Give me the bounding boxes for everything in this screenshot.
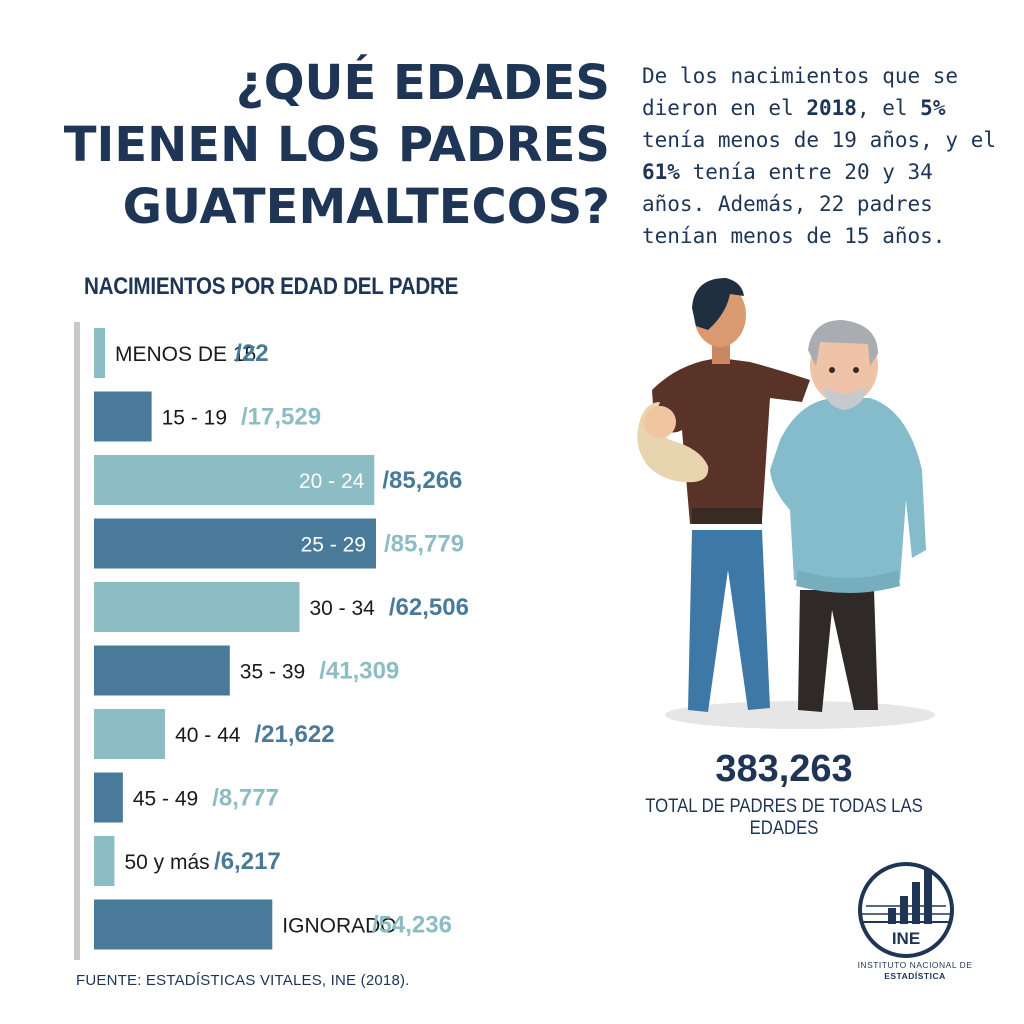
chart-title: NACIMIENTOS POR EDAD DEL PADRE <box>84 273 459 300</box>
bar-2 <box>94 391 152 442</box>
logo-line-2: ESTADÍSTICA <box>884 971 946 981</box>
bar-value-label: /62,506 <box>389 594 469 621</box>
chart-axis <box>74 322 80 960</box>
bar-category-label: 35 - 39 <box>240 661 305 684</box>
bar-value-label: /41,309 <box>319 658 399 685</box>
bar-category-label: 40 - 44 <box>175 724 241 747</box>
bar-value-label: /85,266 <box>382 467 462 494</box>
logo-subtitle: INSTITUTO NACIONAL DE ESTADÍSTICA <box>820 960 1010 982</box>
title-line-3: GUATEMALTECOS? <box>122 179 610 235</box>
intro-percent-1: 5% <box>920 96 946 120</box>
bar-10 <box>94 899 273 950</box>
intro-percent-2: 61% <box>642 160 680 184</box>
bar-value-label: /8,777 <box>212 785 279 812</box>
intro-text-1: De los nacimientos que se dieron en el <box>642 64 959 120</box>
fathers-illustration <box>637 278 935 729</box>
bar-chart: MENOS DE 15/22 15 - 19/17,529 20 - 24/85,2… <box>74 322 469 960</box>
page-title: ¿QUÉ EDADES TIENEN LOS PADRES GUATEMALTE… <box>30 52 610 238</box>
bar-6 <box>94 645 230 696</box>
ine-logo: INE <box>858 862 954 958</box>
bar-1 <box>94 328 105 378</box>
intro-text-2: , el <box>856 96 921 120</box>
logo-line-1: INSTITUTO NACIONAL DE <box>857 960 973 970</box>
intro-year: 2018 <box>806 96 857 120</box>
bar-category-label: 20 - 24 <box>299 470 365 493</box>
bar-value-label: /22 <box>235 340 268 367</box>
bar-category-label: MENOS DE 15 <box>115 343 256 366</box>
bar-value-label: /54,236 <box>372 912 452 939</box>
bar-4 <box>94 518 376 569</box>
bar-value-label: /21,622 <box>254 721 334 748</box>
bar-5 <box>94 582 300 632</box>
bar-8 <box>94 772 123 823</box>
source-note: FUENTE: ESTADÍSTICAS VITALES, INE (2018)… <box>76 972 410 989</box>
total-label: TOTAL DE PADRES DE TODAS LAS EDADES <box>645 796 923 839</box>
title-line-1: ¿QUÉ EDADES <box>235 55 610 111</box>
bar-category-label: 50 y más <box>124 851 209 874</box>
bar-category-label: 15 - 19 <box>162 407 227 430</box>
bar-category-label: 30 - 34 <box>309 597 375 620</box>
bar-3 <box>94 455 375 505</box>
bar-9 <box>94 836 115 886</box>
bar-category-label: 45 - 49 <box>133 788 198 811</box>
bar-category-label: IGNORADO <box>282 915 396 938</box>
bar-value-label: /17,529 <box>241 404 321 431</box>
bar-value-label: /6,217 <box>214 848 281 875</box>
intro-text-3: tenía menos de 19 años, y el <box>642 128 997 152</box>
total-value: 383,263 <box>715 748 853 790</box>
title-line-2: TIENEN LOS PADRES <box>63 117 610 173</box>
bar-7 <box>94 709 166 759</box>
bar-value-label: /85,779 <box>384 531 464 558</box>
logo-abbr: INE <box>892 929 920 948</box>
intro-text-4: tenía entre 20 y 34 años. Además, 22 pad… <box>642 160 946 248</box>
bar-category-label: 25 - 29 <box>301 534 366 557</box>
intro-paragraph: De los nacimientos que se dieron en el 2… <box>642 60 1002 252</box>
